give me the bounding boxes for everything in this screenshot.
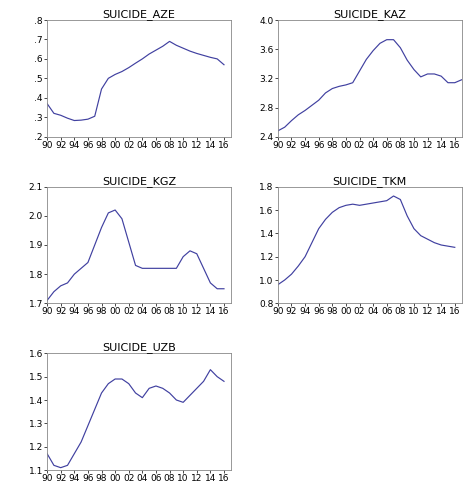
Title: SUICIDE_KGZ: SUICIDE_KGZ [102, 176, 176, 186]
Title: SUICIDE_KAZ: SUICIDE_KAZ [333, 9, 406, 20]
Title: SUICIDE_UZB: SUICIDE_UZB [102, 342, 176, 353]
Title: SUICIDE_TKM: SUICIDE_TKM [333, 176, 407, 186]
Title: SUICIDE_AZE: SUICIDE_AZE [103, 9, 175, 20]
